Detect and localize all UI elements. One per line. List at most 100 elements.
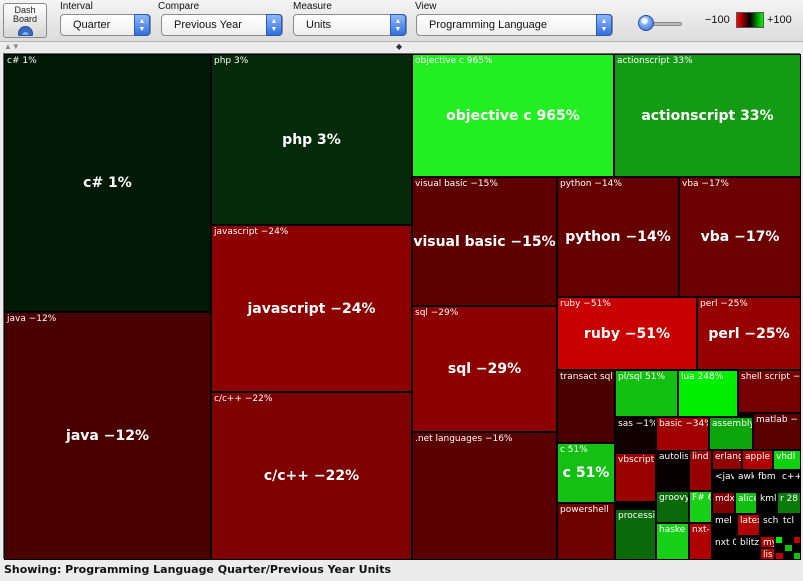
- cell-java[interactable]: java −12% java −12%: [4, 312, 211, 560]
- cell-lisp[interactable]: lis: [760, 548, 775, 560]
- cell-label: python −14%: [560, 179, 622, 189]
- toolbar: Dash Board Interval Quarter ▲ ▼ Compare P…: [0, 0, 803, 42]
- cell-fbm[interactable]: fbm: [755, 470, 779, 492]
- cell-label: tcl: [783, 516, 794, 526]
- cell-perl[interactable]: perl −25% perl −25%: [697, 297, 801, 370]
- cell-tcl[interactable]: tcl: [780, 514, 801, 536]
- cell-nxt[interactable]: nxt-: [689, 523, 712, 560]
- cell-sql[interactable]: sql −29% sql −29%: [412, 306, 557, 432]
- cell-label: blitz: [740, 538, 759, 548]
- cell-php[interactable]: php 3% php 3%: [211, 54, 412, 225]
- cell-visual-basic[interactable]: visual basic −15% visual basic −15%: [412, 177, 557, 306]
- dashboard-button[interactable]: Dash Board: [3, 3, 47, 38]
- cell-csharp[interactable]: c# 1% c# 1%: [4, 54, 211, 312]
- cell-label: c++: [782, 472, 801, 482]
- status-bar: Showing: Programming Language Quarter/Pr…: [4, 563, 392, 576]
- cell-tiny-6[interactable]: [793, 544, 801, 552]
- cell-label: lind: [692, 452, 709, 462]
- cell-kml[interactable]: kml: [757, 492, 777, 514]
- cell-fsharp[interactable]: F# 64: [689, 491, 712, 523]
- cell-dotnet-languages[interactable]: .net languages −16%: [412, 432, 557, 560]
- view-select[interactable]: Programming Language ▲ ▼: [416, 14, 613, 36]
- cell-alice[interactable]: alice: [735, 492, 757, 514]
- cell-lingo[interactable]: lind: [689, 450, 712, 491]
- cell-label: vhdl: [776, 452, 796, 462]
- cell-tiny-4[interactable]: [775, 544, 784, 552]
- cell-label: latex: [740, 516, 759, 526]
- cell-scheme[interactable]: sch: [760, 514, 780, 536]
- measure-label: Measure: [293, 1, 332, 12]
- slider-thumb[interactable]: [638, 15, 654, 31]
- compare-select[interactable]: Previous Year ▲ ▼: [161, 14, 283, 36]
- cell-label: groovy: [659, 493, 689, 503]
- cell-label: r 28: [780, 494, 799, 504]
- cell-label: haske: [659, 525, 686, 535]
- cell-javafx[interactable]: <java: [712, 470, 735, 492]
- cell-ruby[interactable]: ruby −51% ruby −51%: [557, 297, 697, 370]
- cell-label: nxt 0: [715, 538, 737, 548]
- cell-tiny-2[interactable]: [783, 536, 793, 544]
- cell-label: perl −25%: [700, 299, 748, 309]
- cell-center-label: java −12%: [66, 428, 149, 444]
- divider-handle-icon[interactable]: ◆: [396, 42, 403, 51]
- cell-nxt0[interactable]: nxt 0: [712, 536, 737, 560]
- cell-processing[interactable]: processi: [615, 509, 656, 560]
- interval-label: Interval: [60, 1, 93, 12]
- cell-tiny-9[interactable]: [793, 552, 801, 560]
- cell-center-label: c 51%: [562, 465, 610, 481]
- cell-transact-sql[interactable]: transact sql: [557, 370, 615, 443]
- collapse-arrows-icon[interactable]: ▲▼: [4, 42, 20, 51]
- cell-c-cpp[interactable]: c/c++ −22% c/c++ −22%: [211, 392, 412, 560]
- cell-basic[interactable]: basic −34%: [656, 417, 709, 453]
- cell-awk[interactable]: awk: [735, 470, 755, 492]
- cell-label: alice: [738, 494, 757, 504]
- cell-autolisp[interactable]: autolisp: [656, 450, 689, 491]
- cell-plsql[interactable]: pl/sql 51%: [615, 370, 678, 417]
- cell-tiny-8[interactable]: [784, 552, 793, 560]
- interval-select[interactable]: Quarter ▲ ▼: [60, 14, 151, 36]
- cell-label: erlang: [715, 452, 742, 462]
- cell-objective-c[interactable]: objective c 965% objective c 965%: [412, 54, 614, 177]
- compare-value: Previous Year: [174, 19, 242, 31]
- cell-erlang[interactable]: erlang: [712, 450, 742, 470]
- updown-arrow-icon: ▲ ▼: [134, 14, 150, 36]
- cell-r[interactable]: r 28: [777, 492, 801, 514]
- cell-python[interactable]: python −14% python −14%: [557, 177, 679, 297]
- cell-assembly[interactable]: assembly: [709, 417, 753, 450]
- cell-center-label: actionscript 33%: [641, 107, 774, 124]
- cell-c[interactable]: c 51% c 51%: [557, 443, 615, 503]
- cell-actionscript[interactable]: actionscript 33% actionscript 33%: [614, 54, 801, 177]
- cell-vbscript[interactable]: vbscript: [615, 453, 656, 502]
- cell-label: pl/sql 51%: [618, 372, 666, 382]
- cell-tiny-3[interactable]: [793, 536, 801, 544]
- cell-cpp-small[interactable]: c++: [779, 470, 801, 492]
- cell-latex[interactable]: latex: [737, 514, 760, 536]
- cell-tiny-5[interactable]: [784, 544, 793, 552]
- measure-select[interactable]: Units ▲ ▼: [293, 14, 407, 36]
- updown-arrow-icon: ▲ ▼: [266, 14, 282, 36]
- cell-matlab[interactable]: matlab −: [753, 413, 801, 450]
- cell-tiny-1[interactable]: [775, 536, 783, 544]
- cell-vba[interactable]: vba −17% vba −17%: [679, 177, 801, 297]
- cell-vhdl[interactable]: vhdl: [773, 450, 801, 470]
- view-value: Programming Language: [429, 19, 548, 31]
- cell-mel[interactable]: mel: [712, 514, 737, 536]
- panel-handle-row: ▲▼ ◆: [0, 42, 803, 53]
- zoom-slider[interactable]: [636, 14, 684, 34]
- cell-haskell[interactable]: haske: [656, 523, 689, 560]
- cell-apple[interactable]: apple: [742, 450, 773, 470]
- cell-lua[interactable]: lua 248%: [678, 370, 738, 417]
- cell-center-label: python −14%: [565, 229, 671, 245]
- cell-javascript[interactable]: javascript −24% javascript −24%: [211, 225, 412, 392]
- cell-tiny-7[interactable]: [775, 552, 784, 560]
- cell-center-label: javascript −24%: [247, 300, 376, 317]
- cell-label: awk: [738, 472, 755, 482]
- cell-groovy[interactable]: groovy: [656, 491, 689, 523]
- cell-shell-script[interactable]: shell script −: [738, 370, 801, 413]
- cell-sas[interactable]: sas −1%: [615, 417, 656, 453]
- cell-powershell[interactable]: powershell: [557, 503, 615, 560]
- cell-mysql[interactable]: mys: [760, 536, 775, 548]
- cell-label: c# 1%: [7, 56, 37, 66]
- cell-blitz[interactable]: blitz: [737, 536, 760, 560]
- cell-mdx[interactable]: mdx: [712, 492, 735, 514]
